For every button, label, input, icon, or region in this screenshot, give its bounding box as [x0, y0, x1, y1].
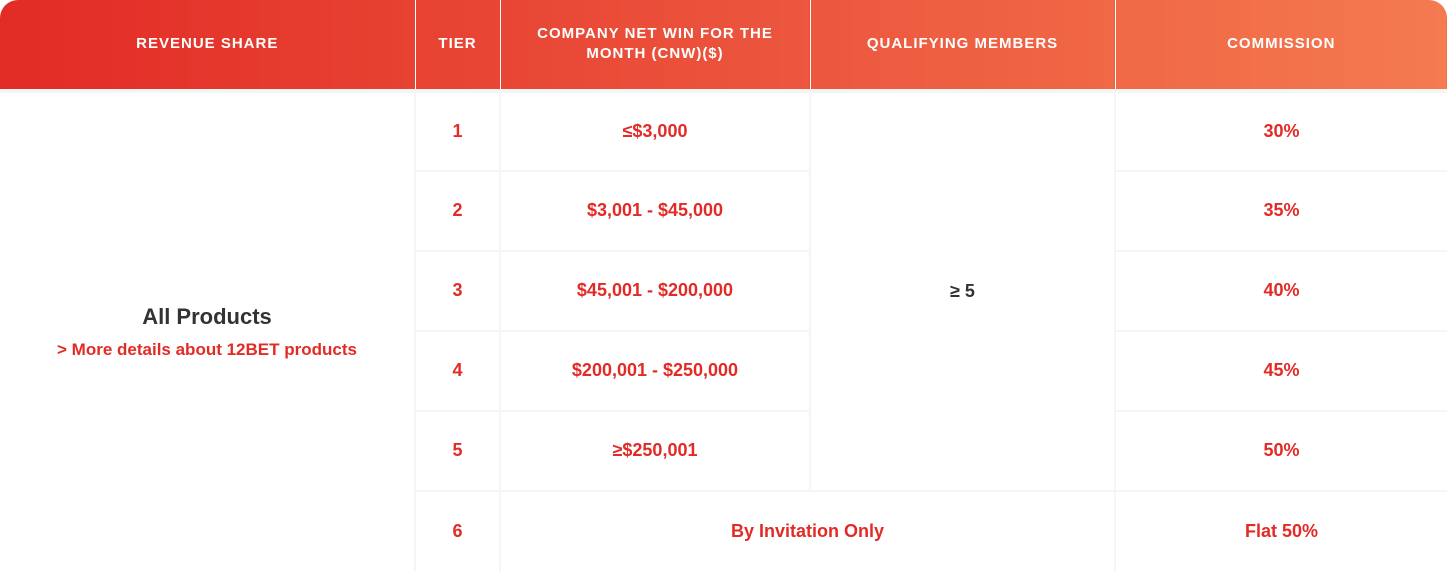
- commission-cell: 30%: [1115, 91, 1447, 171]
- col-header-revenue-share: REVENUE SHARE: [0, 0, 415, 91]
- table-body: All Products > More details about 12BET …: [0, 91, 1447, 571]
- tier-cell: 3: [415, 251, 500, 331]
- commission-cell: 45%: [1115, 331, 1447, 411]
- revenue-share-table: REVENUE SHARE TIER COMPANY NET WIN FOR T…: [0, 0, 1447, 571]
- col-header-tier: TIER: [415, 0, 500, 91]
- cnw-cell: ≥$250,001: [500, 411, 810, 491]
- tier-cell: 2: [415, 171, 500, 251]
- cnw-cell: ≤$3,000: [500, 91, 810, 171]
- table-header: REVENUE SHARE TIER COMPANY NET WIN FOR T…: [0, 0, 1447, 91]
- tier-cell: 1: [415, 91, 500, 171]
- more-details-link[interactable]: > More details about 12BET products: [0, 340, 414, 360]
- invitation-note-cell: By Invitation Only: [500, 491, 1115, 571]
- tier-cell: 4: [415, 331, 500, 411]
- cnw-cell: $200,001 - $250,000: [500, 331, 810, 411]
- commission-cell: 40%: [1115, 251, 1447, 331]
- cnw-cell: $45,001 - $200,000: [500, 251, 810, 331]
- tier-cell: 6: [415, 491, 500, 571]
- product-title: All Products: [0, 304, 414, 330]
- commission-cell: Flat 50%: [1115, 491, 1447, 571]
- cnw-cell: $3,001 - $45,000: [500, 171, 810, 251]
- col-header-qualifying: QUALIFYING MEMBERS: [810, 0, 1115, 91]
- qualifying-members-cell: ≥ 5: [810, 91, 1115, 491]
- product-cell: All Products > More details about 12BET …: [0, 91, 415, 571]
- col-header-commission: COMMISSION: [1115, 0, 1447, 91]
- tier-cell: 5: [415, 411, 500, 491]
- table-row: All Products > More details about 12BET …: [0, 91, 1447, 171]
- commission-cell: 35%: [1115, 171, 1447, 251]
- col-header-cnw: COMPANY NET WIN FOR THE MONTH (CNW)($): [500, 0, 810, 91]
- revenue-share-table-container: REVENUE SHARE TIER COMPANY NET WIN FOR T…: [0, 0, 1447, 571]
- commission-cell: 50%: [1115, 411, 1447, 491]
